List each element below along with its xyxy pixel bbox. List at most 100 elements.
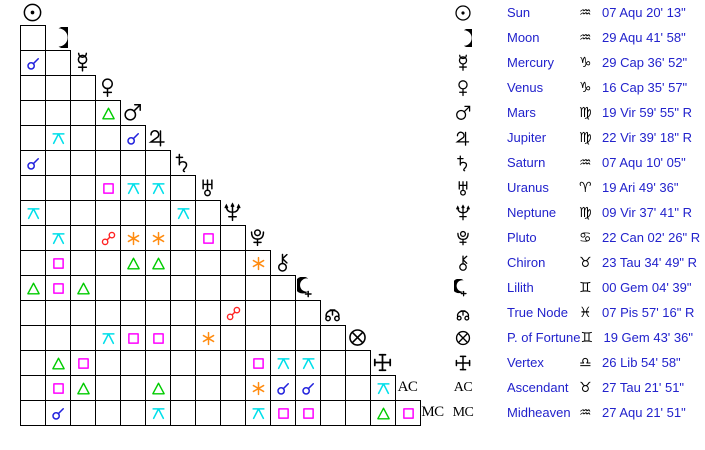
planet-row-lilith: Lilith ♊ 00 Gem 04' 39" — [450, 275, 704, 300]
aspect-cell-lilith-sun — [20, 275, 46, 301]
aspect-cell-p-of-fortune-pluto — [245, 325, 271, 351]
aspect-cell-pluto-neptune — [220, 225, 246, 251]
aspect-cell-ac-jupiter — [145, 375, 171, 401]
aspect-cell-ac-neptune — [220, 375, 246, 401]
mercury-icon — [450, 54, 476, 72]
aspect-cell-lilith-saturn — [170, 275, 196, 301]
aspect-cell-mc-jupiter — [145, 400, 171, 426]
aspect-cell-p-of-fortune-mars — [120, 325, 146, 351]
trine-icon — [376, 406, 391, 421]
conjunction-icon — [126, 131, 141, 146]
aspect-cell-true-node-chiron — [270, 300, 296, 326]
aspect-cell-mc-neptune — [220, 400, 246, 426]
sun-icon — [450, 4, 476, 22]
virgo-sign-icon: ♍ — [579, 204, 592, 221]
aspect-cell-lilith-jupiter — [145, 275, 171, 301]
aspect-cell-chiron-moon — [45, 250, 71, 276]
aspect-cell-ac-venus — [95, 375, 121, 401]
sun-icon — [20, 0, 45, 25]
planet-name: True Node — [507, 305, 568, 320]
aquarius-sign-icon: ♒ — [579, 29, 592, 46]
planet-position: 22 Can 02' 26" R — [602, 230, 701, 245]
aspect-cell-saturn-moon — [45, 150, 71, 176]
aspect-cell-mc-vertex — [370, 400, 396, 426]
vertex-icon — [370, 350, 395, 375]
ac-icon: AC — [450, 380, 476, 396]
planet-row-uranus: Uranus ♈ 19 Ari 49' 36" — [450, 175, 704, 200]
aspect-cell-true-node-neptune — [220, 300, 246, 326]
planet-name: Uranus — [507, 180, 549, 195]
aspect-cell-mars-venus — [95, 100, 121, 126]
venus-icon — [450, 79, 476, 97]
aspect-cell-p-of-fortune-mercury — [70, 325, 96, 351]
aspect-cell-saturn-mercury — [70, 150, 96, 176]
planet-name: Neptune — [507, 205, 557, 220]
aspect-cell-mc-p-of-fortune — [345, 400, 371, 426]
true-node-icon — [320, 300, 345, 325]
aspect-cell-mc-pluto — [245, 400, 271, 426]
planet-name: Moon — [507, 30, 540, 45]
aspect-cell-true-node-mars — [120, 300, 146, 326]
aspect-cell-lilith-neptune — [220, 275, 246, 301]
aspect-cell-mc-sun — [20, 400, 46, 426]
conjunction-icon — [301, 381, 316, 396]
planet-name: Jupiter — [507, 130, 547, 145]
aspect-cell-pluto-uranus — [195, 225, 221, 251]
planet-row-jupiter: Jupiter ♍ 22 Vir 39' 18" R — [450, 125, 704, 150]
aspect-cell-neptune-sun — [20, 200, 46, 226]
opposition-icon — [226, 306, 241, 321]
aspect-cell-vertex-lilith — [295, 350, 321, 376]
mercury-icon — [70, 50, 95, 75]
planet-name: Lilith — [507, 280, 534, 295]
cancer-sign-icon: ♋ — [579, 229, 592, 246]
quincunx-icon — [176, 206, 191, 221]
aspect-cell-vertex-jupiter — [145, 350, 171, 376]
aspect-cell-true-node-jupiter — [145, 300, 171, 326]
aspect-cell-jupiter-venus — [95, 125, 121, 151]
aspect-cell-mc-saturn — [170, 400, 196, 426]
aspect-cell-ac-true-node — [320, 375, 346, 401]
aspect-cell-lilith-mars — [120, 275, 146, 301]
aspect-cell-vertex-neptune — [220, 350, 246, 376]
aspect-cell-saturn-jupiter — [145, 150, 171, 176]
aspect-cell-neptune-uranus — [195, 200, 221, 226]
aspect-cell-mc-venus — [95, 400, 121, 426]
aspect-cell-p-of-fortune-moon — [45, 325, 71, 351]
square-icon — [301, 406, 316, 421]
aspect-cell-jupiter-mars — [120, 125, 146, 151]
planet-position: 19 Gem 43' 36" — [603, 330, 693, 345]
aspect-cell-lilith-chiron — [270, 275, 296, 301]
square-icon — [51, 381, 66, 396]
aspect-cell-p-of-fortune-uranus — [195, 325, 221, 351]
taurus-sign-icon: ♉ — [579, 379, 592, 396]
aspect-cell-saturn-venus — [95, 150, 121, 176]
trine-icon — [151, 381, 166, 396]
planet-row-ac: AC Ascendant ♉ 27 Tau 21' 51" — [450, 375, 704, 400]
aspect-cell-uranus-jupiter — [145, 175, 171, 201]
aspect-cell-mc-mercury — [70, 400, 96, 426]
aspect-cell-ac-uranus — [195, 375, 221, 401]
planet-row-mars: Mars ♍ 19 Vir 59' 55" R — [450, 100, 704, 125]
aspect-cell-true-node-moon — [45, 300, 71, 326]
aspect-cell-uranus-saturn — [170, 175, 196, 201]
aspect-cell-chiron-mercury — [70, 250, 96, 276]
mc-icon: MC — [450, 405, 476, 421]
aspect-cell-ac-moon — [45, 375, 71, 401]
aspect-cell-jupiter-moon — [45, 125, 71, 151]
planet-position: 27 Tau 21' 51" — [602, 380, 685, 395]
planet-row-mc: MC Midheaven ♒ 27 Aqu 21' 51" — [450, 400, 704, 425]
lilith-icon — [450, 279, 476, 297]
aspect-cell-p-of-fortune-jupiter — [145, 325, 171, 351]
aries-sign-icon: ♈ — [579, 179, 592, 196]
planet-position: 00 Gem 04' 39" — [602, 280, 692, 295]
planet-name: P. of Fortune — [507, 330, 581, 345]
aspect-cell-neptune-mercury — [70, 200, 96, 226]
trine-icon — [151, 256, 166, 271]
aspect-cell-lilith-mercury — [70, 275, 96, 301]
planet-position: 22 Vir 39' 18" R — [602, 130, 692, 145]
aspect-cell-ac-p-of-fortune — [345, 375, 371, 401]
sextile-icon — [251, 381, 266, 396]
aspect-cell-pluto-moon — [45, 225, 71, 251]
square-icon — [51, 281, 66, 296]
planet-name: Vertex — [507, 355, 544, 370]
